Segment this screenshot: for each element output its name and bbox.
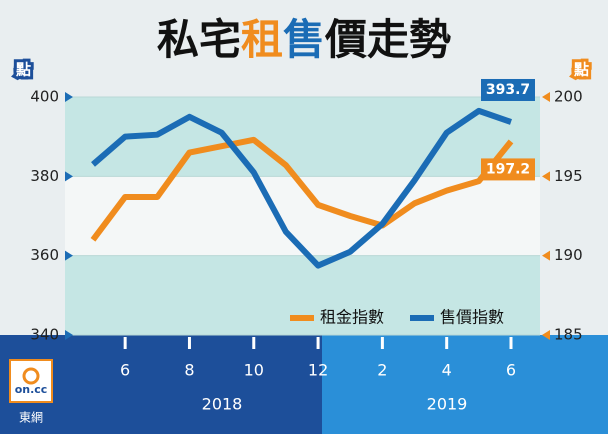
x-tick-label: 2 <box>377 361 387 380</box>
year-band-2018 <box>0 335 322 434</box>
x-tick-label: 10 <box>244 361 264 380</box>
y-tick-mark <box>65 330 73 340</box>
year-label: 2018 <box>202 395 243 414</box>
y2-tick-label: 185 <box>554 326 583 344</box>
y-tick-label: 340 <box>30 326 59 344</box>
value-label-box <box>481 158 535 181</box>
y-tick-mark <box>65 92 73 102</box>
legend-label: 租金指數 <box>320 308 384 327</box>
x-tick-label: 6 <box>506 361 516 380</box>
line <box>91 107 512 269</box>
value-label-box <box>481 78 535 101</box>
y-tick-label: 360 <box>30 246 59 264</box>
y2-tick-mark <box>542 171 550 182</box>
y-tick-label: 380 <box>30 167 59 185</box>
y2-tick-label: 195 <box>554 167 583 185</box>
y2-tick-label: 190 <box>554 246 583 264</box>
x-tick-label: 8 <box>184 361 194 380</box>
value-label: 393.7 <box>486 82 530 98</box>
value-label: 197.2 <box>486 161 530 177</box>
legend-label: 售價指數 <box>440 308 504 327</box>
y2-tick-mark <box>542 330 550 340</box>
y-tick-label: 400 <box>30 88 59 106</box>
y-tick-mark <box>65 171 73 182</box>
year-band-2019 <box>322 335 608 434</box>
year-label: 2019 <box>427 395 468 414</box>
x-tick-label: 4 <box>442 361 452 380</box>
logo-icon <box>22 367 40 385</box>
x-tick-label: 12 <box>308 361 328 380</box>
y-tick-mark <box>65 250 73 261</box>
y-unit: 點 <box>16 61 31 79</box>
x-tick-label: 6 <box>120 361 130 380</box>
logo-name: 東網 <box>19 411 43 425</box>
line <box>90 136 514 242</box>
y2-tick-mark <box>542 92 550 102</box>
y2-unit: 點 <box>574 61 589 79</box>
y2-tick-mark <box>542 250 550 261</box>
y2-tick-label: 200 <box>554 88 583 106</box>
band <box>65 255 540 335</box>
logo-box <box>9 359 53 403</box>
chart-title: 私宅租售價走勢 <box>157 15 451 64</box>
logo-text: on.cc <box>15 383 48 396</box>
